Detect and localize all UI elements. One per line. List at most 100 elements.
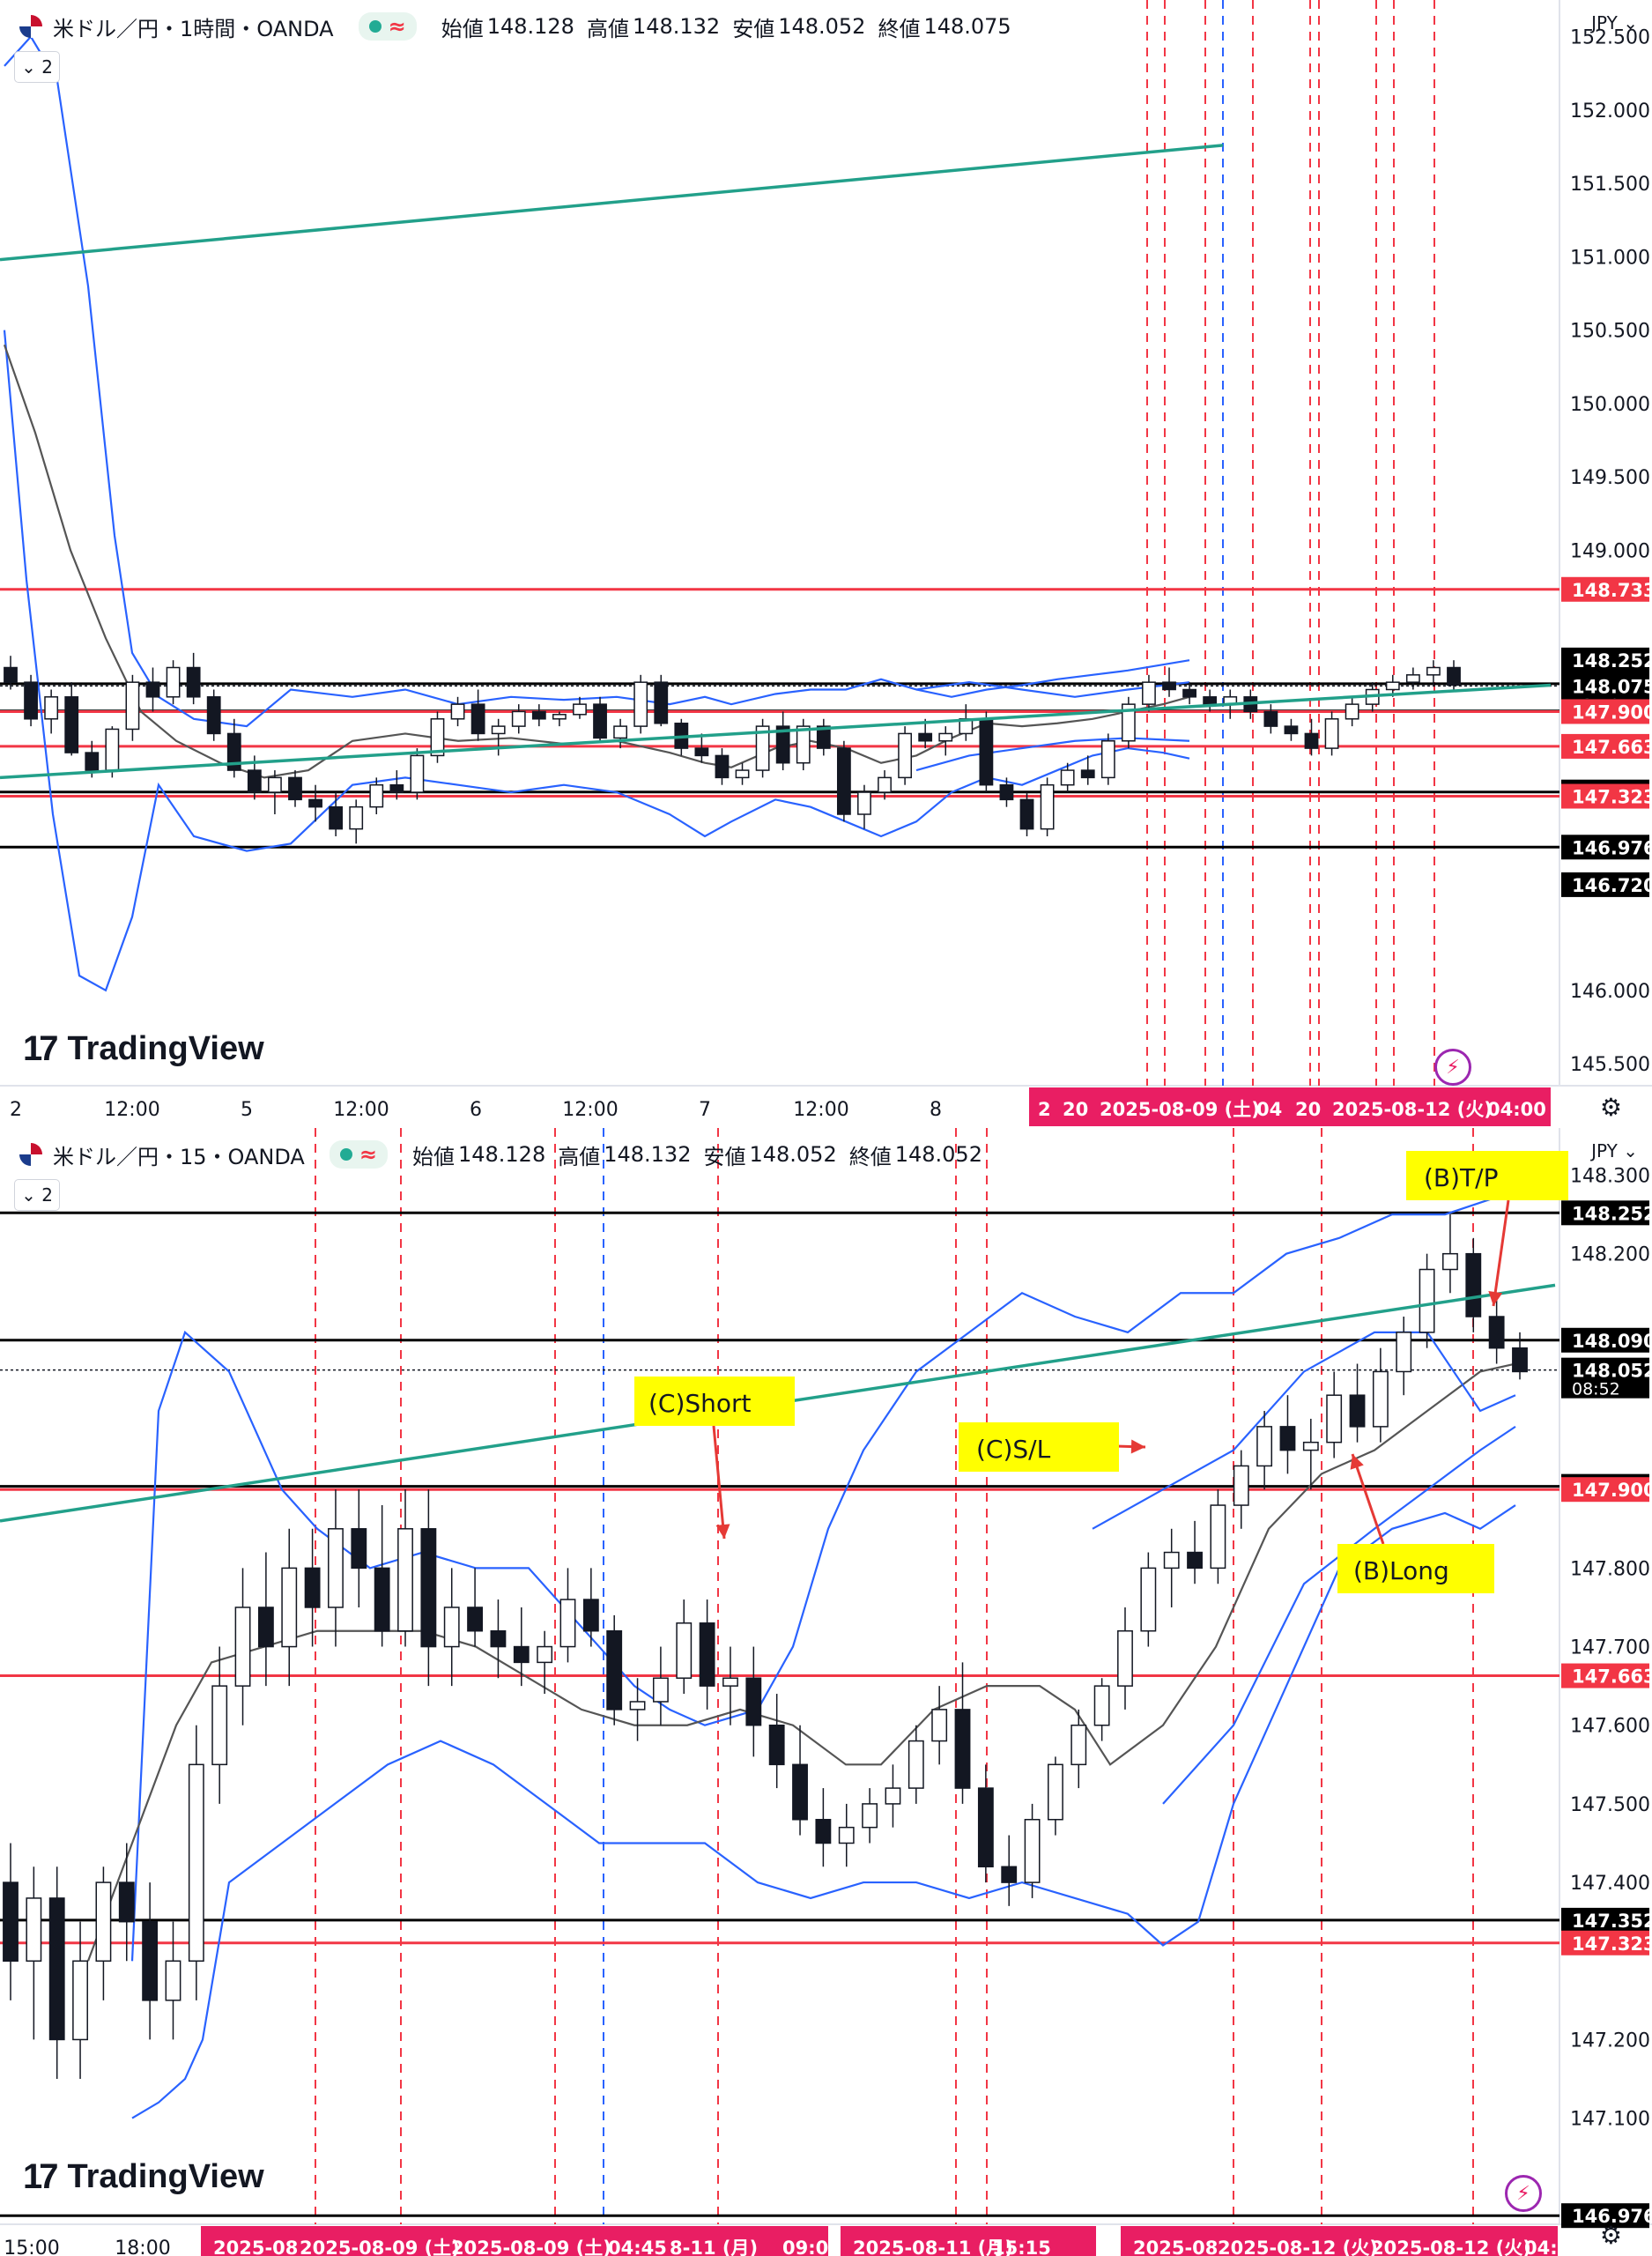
time-range-label: 2	[1038, 1099, 1051, 1120]
annotation-box	[634, 1377, 795, 1426]
bollinger-band-middle	[3, 344, 1190, 779]
candle-body	[490, 1629, 507, 1648]
candle-body	[1162, 681, 1176, 691]
y-tick-label: 148.300	[1570, 1166, 1650, 1188]
currency-label: JPY	[1591, 12, 1618, 33]
trendline-lower	[0, 683, 1552, 780]
candle-body	[1140, 1567, 1157, 1632]
indicator-collapse-button[interactable]: ⌄ 2	[14, 1179, 60, 1211]
chart-panel-1h[interactable]: 152.500 152.000 151.500 151.000 150.500 150.0…	[0, 0, 1652, 1128]
wave-icon: ≈	[388, 14, 406, 39]
bollinger-band-lower	[131, 1504, 1516, 2119]
bollinger-band-upper	[4, 34, 1190, 728]
time-range-label: 2025-08-09 (土)	[1100, 1099, 1260, 1120]
y-tick-label: 147.200	[1570, 2030, 1650, 2052]
candle-body	[918, 732, 933, 742]
market-status-pill[interactable]: ≈	[358, 12, 417, 41]
y-tick-label: 152.500	[1570, 27, 1650, 49]
price-label: 148.733	[1572, 580, 1652, 601]
x-tick-label: 12:00	[562, 1099, 618, 1121]
gear-icon[interactable]: ⚙	[1599, 1093, 1622, 1122]
candle-body	[633, 681, 648, 727]
y-tick-label: 147.100	[1570, 2109, 1650, 2131]
annotation-arrow	[1351, 1453, 1385, 1545]
candle-body	[1256, 1426, 1273, 1467]
candle-body	[467, 1607, 483, 1632]
lightning-icon[interactable]: ⚡	[1434, 1049, 1471, 1086]
bollinger-band-mid_lower	[1162, 1425, 1516, 1805]
logo-text: TradingView	[67, 1030, 264, 1067]
candle-body	[430, 718, 445, 757]
time-range-label: 2025-08-11 (月)	[853, 2237, 1013, 2256]
currency-label: JPY	[1591, 1140, 1618, 1161]
currency-selector[interactable]: JPY ⌄	[1591, 1140, 1638, 1161]
annotation-arrowhead	[1130, 1439, 1145, 1454]
candle-body	[281, 1567, 298, 1648]
price-label-box	[1561, 699, 1649, 724]
candle-body	[329, 805, 344, 830]
candle-body	[1279, 1426, 1296, 1451]
candle-body	[369, 783, 384, 808]
market-status-pill[interactable]: ≈	[329, 1140, 388, 1169]
candle-body	[234, 1607, 251, 1687]
gear-icon[interactable]: ⚙	[1599, 2221, 1622, 2250]
x-tick-label: 12:00	[333, 1099, 389, 1121]
candle-body	[907, 1740, 924, 1789]
candle-body	[450, 703, 465, 720]
candle-body	[397, 1528, 413, 1632]
x-tick-label: 18:00	[115, 2237, 170, 2256]
candle-body	[1060, 769, 1075, 786]
symbol-title[interactable]: 米ドル／円・15・OANDA	[53, 1144, 305, 1169]
candle-body	[1263, 710, 1278, 727]
candle-body	[206, 696, 221, 735]
candle-body	[735, 769, 750, 779]
candle-body	[629, 1701, 646, 1711]
tradingview-logo: 17 TradingView	[23, 2157, 264, 2197]
currency-selector[interactable]: JPY ⌄	[1591, 12, 1638, 33]
y-tick-label: 152.000	[1570, 100, 1650, 122]
candle-body	[374, 1567, 390, 1632]
candle-body	[1372, 1370, 1389, 1428]
price-label-box	[1561, 1930, 1649, 1955]
bollinger-band-mid_upper	[1092, 1331, 1516, 1530]
high-label: 高値	[558, 1144, 601, 1169]
trendline	[0, 144, 1224, 262]
candle-body	[44, 696, 59, 720]
price-chart-1h[interactable]: 152.500 152.000 151.500 151.000 150.500 150.0…	[0, 0, 1652, 1128]
open-value: 148.128	[486, 14, 574, 39]
candle-body	[288, 776, 302, 801]
candle-body	[1284, 725, 1299, 735]
x-tick-label: 15:00	[4, 2237, 59, 2256]
chart-panel-15m[interactable]: 148.300 148.200 147.800 147.700 147.600 147.5…	[0, 1128, 1652, 2256]
candle-body	[166, 666, 181, 698]
candle-body	[211, 1685, 228, 1766]
open-value: 148.128	[457, 1142, 546, 1167]
price-label: 147.900	[1572, 701, 1652, 723]
candle-body	[125, 681, 140, 731]
close-value: 148.075	[923, 14, 1011, 39]
candle-body	[1349, 1394, 1366, 1428]
candle-body	[898, 732, 913, 779]
annotation-arrowhead	[715, 1524, 730, 1539]
time-range-label: 2025-08-09 (土)	[451, 2237, 611, 2256]
indicator-collapse-button[interactable]: ⌄ 2	[14, 51, 60, 83]
y-tick-label: 146.000	[1570, 981, 1650, 1003]
price-label-box	[1561, 576, 1649, 602]
lightning-icon[interactable]: ⚡	[1505, 2175, 1542, 2212]
candle-body	[838, 1826, 855, 1844]
candle-body	[722, 1677, 738, 1687]
candle-body	[1233, 1465, 1249, 1506]
price-chart-15m[interactable]: 148.300 148.200 147.800 147.700 147.600 147.5…	[0, 1128, 1652, 2256]
price-label-box	[1561, 872, 1649, 897]
candle-body	[816, 725, 831, 749]
close-label: 終値	[848, 1144, 892, 1169]
candle-body	[1182, 688, 1196, 698]
price-label-box	[1561, 1477, 1649, 1503]
price-label-box	[1561, 783, 1649, 809]
symbol-title[interactable]: 米ドル／円・1時間・OANDA	[53, 16, 334, 41]
y-tick-label: 150.000	[1570, 394, 1650, 416]
annotation-box	[959, 1422, 1119, 1472]
candle-body	[491, 725, 506, 735]
bollinger-band-inner_upper	[915, 681, 1190, 698]
candle-body	[85, 752, 100, 771]
